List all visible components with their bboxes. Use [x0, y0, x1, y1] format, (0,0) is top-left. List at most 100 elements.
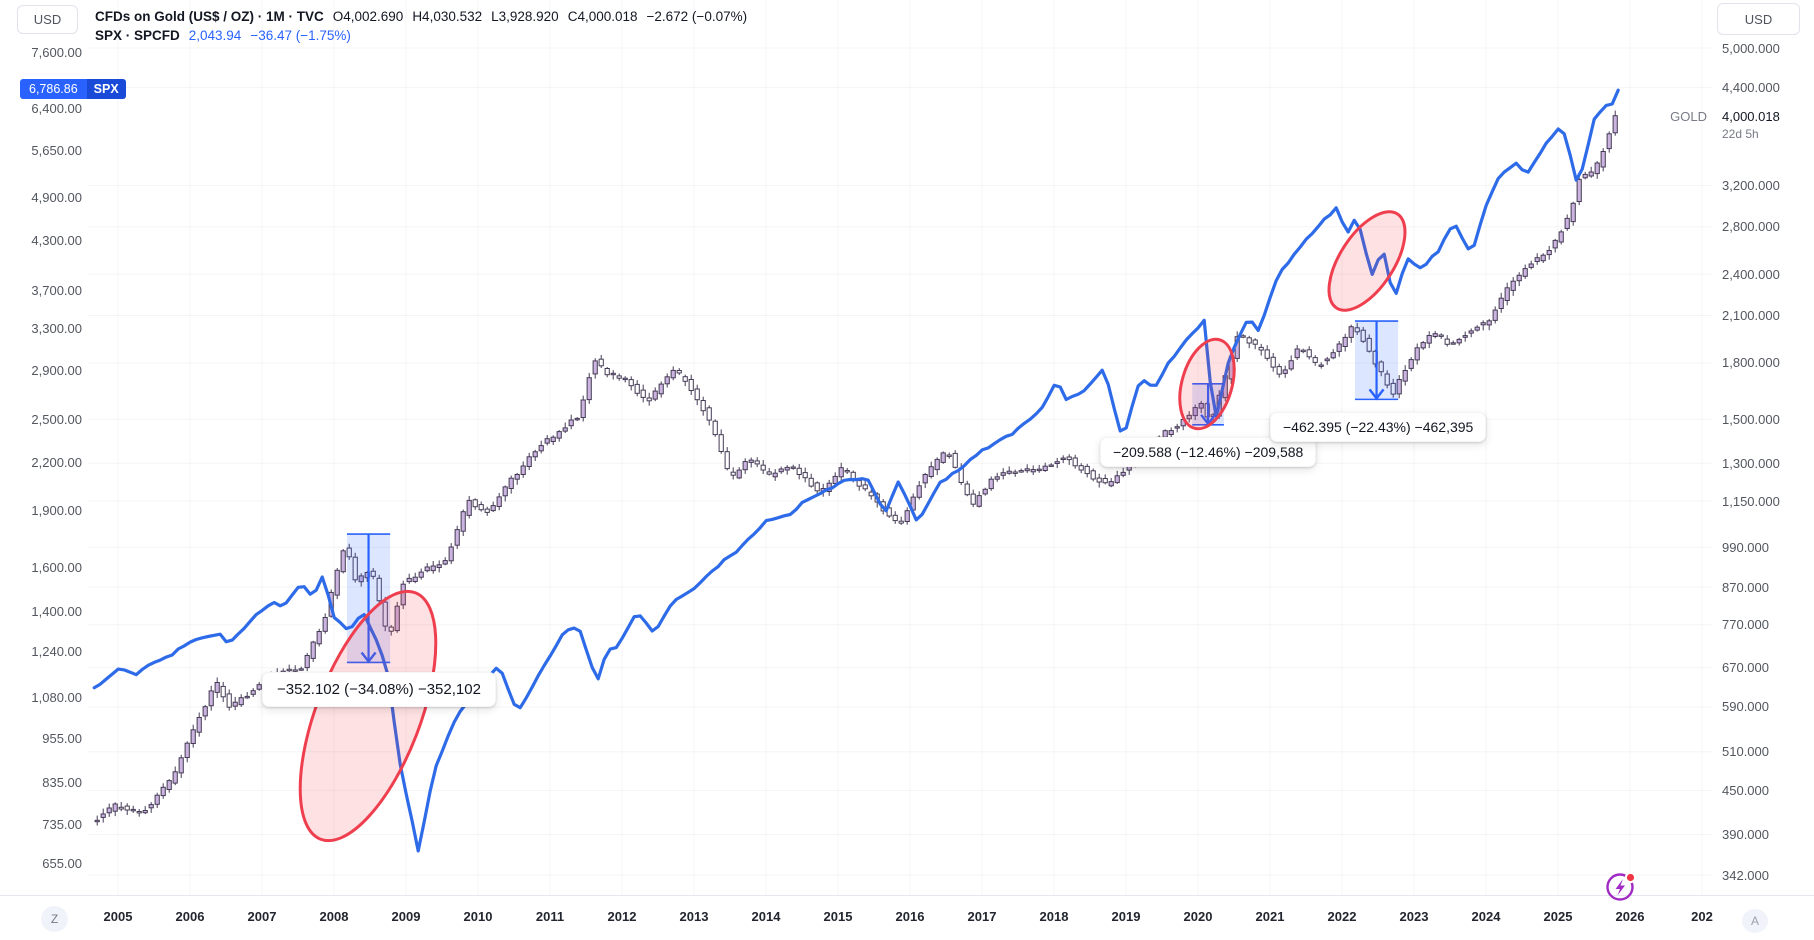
candle-body	[1264, 349, 1270, 359]
candle-body	[1078, 465, 1084, 471]
spark-lightning-icon[interactable]	[1602, 868, 1640, 906]
candle-body	[316, 631, 322, 645]
candle-body	[1240, 335, 1246, 338]
year-label: 2015	[823, 909, 853, 924]
left-axis-tick: 4,900.00	[31, 189, 82, 205]
candle-body	[694, 388, 700, 401]
highlight-ellipses[interactable]	[272, 199, 1420, 858]
right-axis-tick: 1,300.000	[1722, 455, 1780, 471]
candle-body	[322, 617, 328, 632]
candle-body	[1024, 468, 1030, 472]
gold-bar-countdown: 22d 5h	[1722, 127, 1759, 141]
candle-body	[352, 556, 358, 581]
candle-body	[442, 560, 448, 565]
candle-body	[1048, 464, 1054, 467]
measure-tooltip-2008: −352.102 (−34.08%) −352,102	[262, 672, 496, 707]
candle-body	[184, 742, 190, 759]
candle-body	[1120, 471, 1126, 476]
year-label: 2016	[895, 909, 925, 924]
candle-body	[1186, 414, 1192, 420]
candle-body	[1600, 151, 1606, 168]
candle-body	[244, 695, 250, 699]
candle-body	[1252, 339, 1258, 345]
candle-body	[988, 478, 994, 490]
candle-body	[304, 655, 310, 669]
right-axis-tick: 870.000	[1722, 579, 1769, 595]
candle-body	[1366, 337, 1372, 352]
candle-body	[484, 508, 490, 513]
year-label: 2013	[679, 909, 709, 924]
overlay-value: 2,043.94	[188, 28, 242, 43]
candle-body	[772, 472, 778, 478]
candle-body	[1534, 257, 1540, 263]
candle-body	[514, 474, 520, 480]
candle-body	[370, 570, 376, 577]
left-axis-tick: 5,650.00	[31, 142, 82, 158]
right-axis-currency-button[interactable]: USD	[1717, 3, 1800, 35]
candle-body	[1492, 309, 1498, 321]
candle-body	[250, 690, 256, 695]
spx-last-price-badge[interactable]: 6,786.86 SPX	[20, 79, 126, 99]
candle-body	[1570, 202, 1576, 223]
candle-body	[1348, 326, 1354, 338]
year-label: 2025	[1543, 909, 1573, 924]
candle-body	[424, 566, 430, 572]
candle-body	[610, 372, 616, 376]
left-axis-tick: 6,400.00	[31, 101, 82, 117]
legend-row-gold[interactable]: CFDs on Gold (US$ / OZ) · 1M · TVC O4,00…	[95, 7, 747, 26]
left-axis-tick: 2,200.00	[31, 454, 82, 470]
year-label: 2022	[1327, 909, 1357, 924]
candle-body	[1246, 337, 1252, 344]
candle-body	[508, 477, 514, 490]
timezone-button[interactable]: Z	[41, 906, 68, 932]
candle-body	[1378, 361, 1384, 373]
candle-body	[892, 514, 898, 522]
candle-body	[1090, 470, 1096, 480]
candle-body	[112, 803, 118, 812]
candle-body	[1330, 352, 1336, 359]
candle-body	[1174, 426, 1180, 429]
candle-body	[574, 417, 580, 421]
candle-body	[1480, 322, 1486, 326]
left-axis-tick: 955.00	[42, 730, 82, 746]
candle-body	[688, 379, 694, 391]
candle-body	[1612, 115, 1618, 134]
right-axis-tick: 342.000	[1722, 867, 1769, 883]
time-scale[interactable]: Z A 2005 2006 2007 2008 2009 2010 2011 2012 2013…	[0, 895, 1814, 940]
left-axis-tick: 4,300.00	[31, 232, 82, 248]
year-label: 2011	[535, 909, 565, 924]
left-axis-tick: 3,300.00	[31, 320, 82, 336]
candle-body	[940, 452, 946, 463]
candle-body	[358, 575, 364, 583]
right-axis-tick: 670.000	[1722, 660, 1769, 676]
auto-scale-button[interactable]: A	[1742, 909, 1768, 933]
candle-body	[292, 669, 298, 672]
candle-body	[100, 813, 106, 818]
overlay-symbol-title[interactable]: SPX · SPCFD	[95, 28, 180, 43]
left-axis-tick: 1,600.00	[31, 560, 82, 575]
candle-body	[712, 420, 718, 436]
candle-body	[904, 510, 910, 523]
candle-body	[556, 431, 562, 439]
candle-body	[136, 811, 142, 814]
year-label: 2021	[1255, 909, 1285, 924]
candle-body	[1012, 471, 1018, 474]
candle-body	[406, 577, 412, 583]
candle-body	[592, 360, 598, 375]
candle-body	[808, 477, 814, 487]
gold-candles-series	[94, 110, 1618, 826]
measure-drawings[interactable]	[346, 320, 1399, 664]
left-axis-currency-button[interactable]: USD	[17, 5, 78, 34]
symbol-title[interactable]: CFDs on Gold (US$ / OZ) · 1M · TVC	[95, 9, 324, 24]
candle-body	[598, 358, 604, 367]
candle-body	[124, 805, 130, 811]
candle-body	[172, 771, 178, 784]
candle-body	[976, 495, 982, 507]
highlight-ellipse	[1327, 210, 1407, 312]
candle-body	[310, 641, 316, 659]
candle-body	[736, 469, 742, 479]
legend-row-spx[interactable]: SPX · SPCFD 2,043.94 −36.47 (−1.75%)	[95, 26, 747, 45]
right-axis-tick: 990.000	[1722, 539, 1769, 555]
highlight-ellipse	[1178, 337, 1236, 431]
